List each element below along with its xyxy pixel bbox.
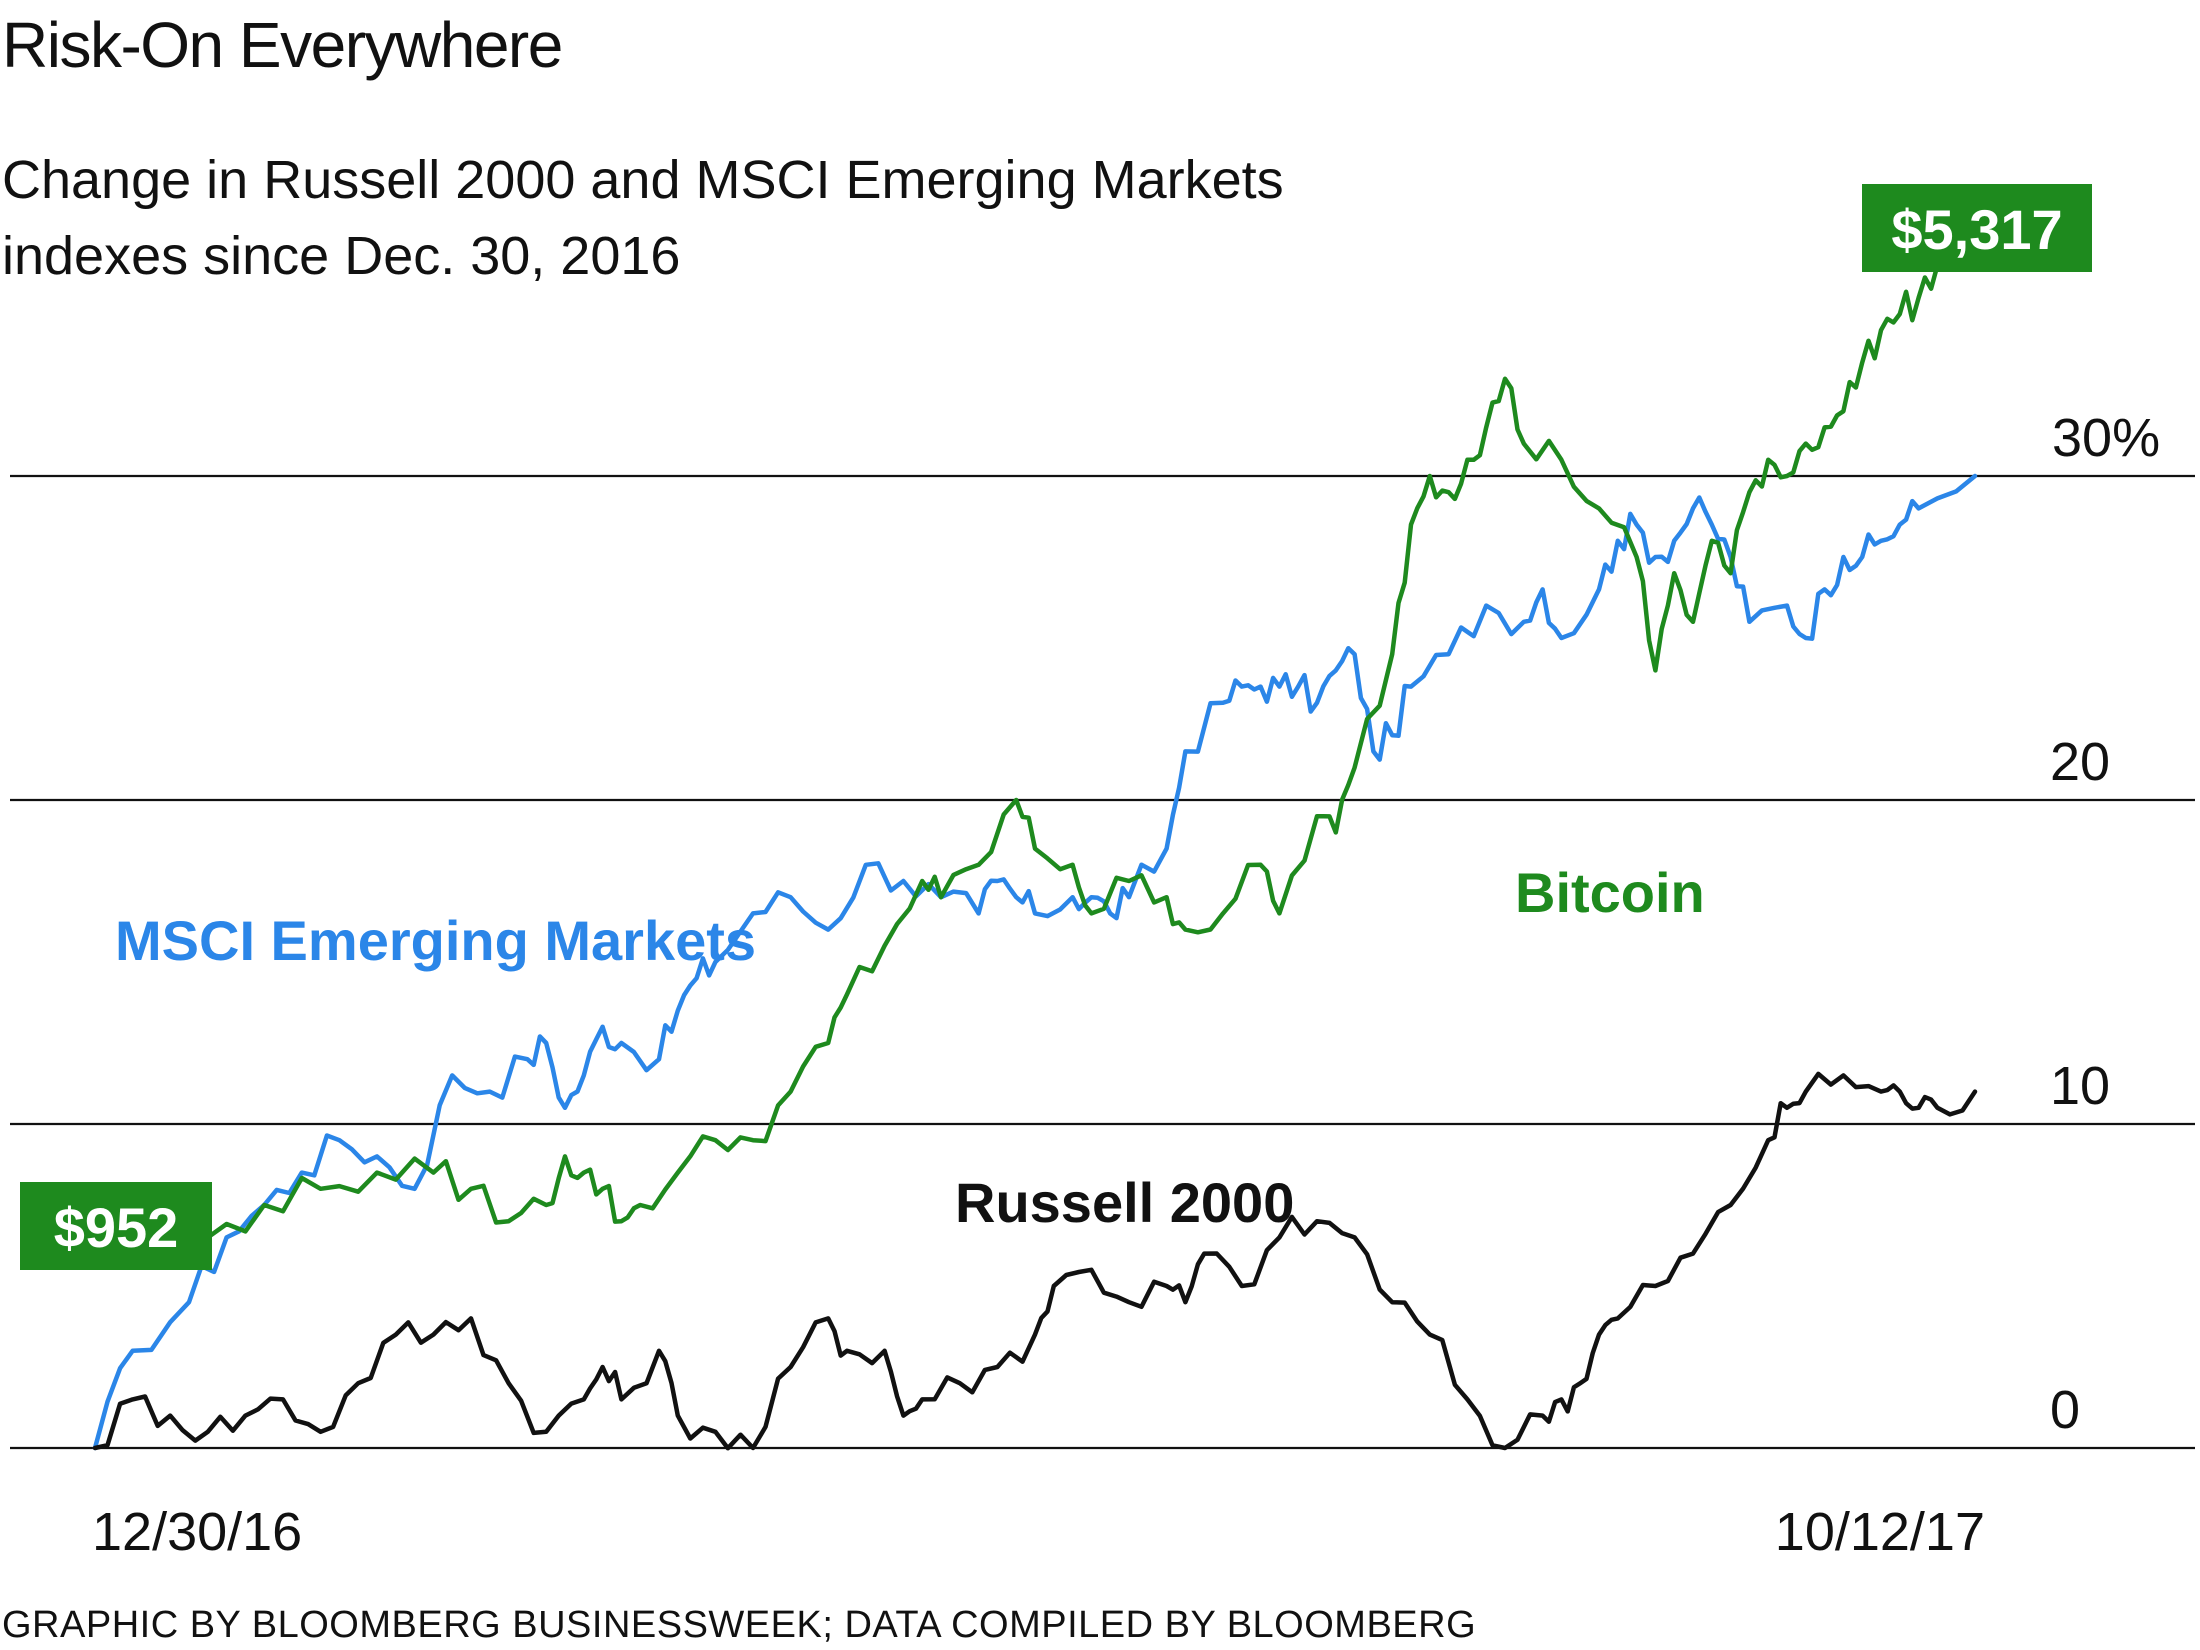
chart-subtitle: Change in Russell 2000 and MSCI Emerging… xyxy=(2,150,1284,286)
series-lines xyxy=(92,198,1978,1451)
y-tick-label-20: 20 xyxy=(2050,732,2110,792)
series-line-msci-emerging-markets xyxy=(92,473,1978,1451)
series-line-bitcoin xyxy=(92,198,1978,1256)
y-tick-label-0: 0 xyxy=(2050,1380,2080,1440)
gridlines xyxy=(10,474,2195,1450)
badge-bitcoin-end-text: $5,317 xyxy=(1891,198,2062,261)
series-labels: MSCI Emerging Markets Bitcoin Russell 2000… xyxy=(20,184,2092,1270)
y-tick-label-10: 10 xyxy=(2050,1056,2110,1116)
badge-bitcoin-start-text: $952 xyxy=(54,1196,179,1259)
badge-bitcoin-start-box xyxy=(20,1182,212,1270)
chart-title: Risk-On Everywhere xyxy=(2,9,563,81)
x-axis-ticks: 12/30/16 10/12/17 xyxy=(92,1502,1985,1562)
badge-bitcoin-start: $952 xyxy=(20,1182,212,1270)
series-line-russell-2000 xyxy=(92,1071,1978,1451)
y-axis-ticks: 0 10 20 30% xyxy=(2050,408,2160,1440)
x-tick-label-start: 12/30/16 xyxy=(92,1502,302,1562)
label-msci-emerging-markets: MSCI Emerging Markets xyxy=(115,909,756,972)
badge-bitcoin-end-box xyxy=(1862,184,2092,272)
source-credit: GRAPHIC BY BLOOMBERG BUSINESSWEEK; DATA … xyxy=(2,1604,1477,1646)
x-tick-label-end: 10/12/17 xyxy=(1775,1502,1985,1562)
label-russell-2000: Russell 2000 xyxy=(955,1171,1294,1234)
badge-bitcoin-end: $5,317 xyxy=(1862,184,2092,272)
y-tick-label-30: 30% xyxy=(2052,408,2160,468)
label-bitcoin: Bitcoin xyxy=(1515,861,1705,924)
